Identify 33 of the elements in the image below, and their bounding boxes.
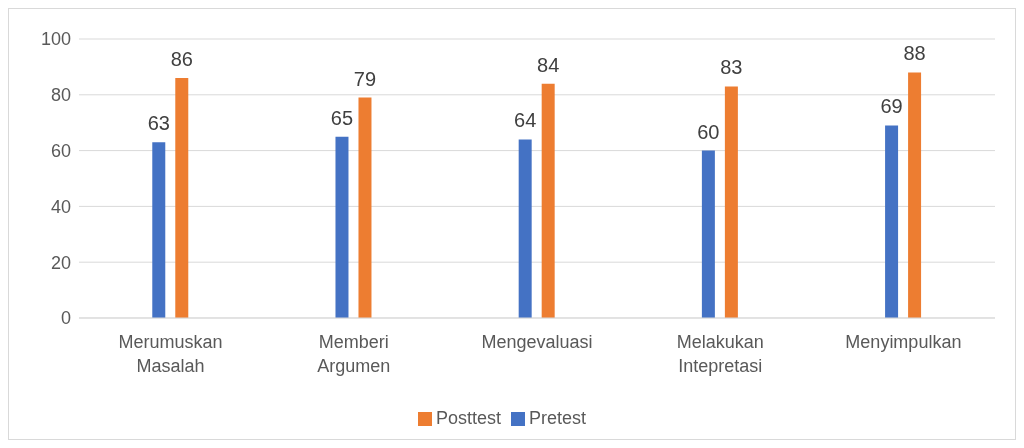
legend-label: Posttest xyxy=(435,408,501,428)
y-tick-label: 40 xyxy=(50,196,71,217)
x-tick-label: Memberi Argumen xyxy=(317,332,391,376)
data-label: 86 xyxy=(170,48,193,71)
data-label: 83 xyxy=(720,56,743,79)
data-label: 63 xyxy=(147,112,170,135)
data-label: 65 xyxy=(330,106,354,129)
x-tick-label: Melakukan Intepretasi xyxy=(676,332,764,376)
y-tick-label: 80 xyxy=(50,85,71,106)
bar xyxy=(152,142,166,318)
bar xyxy=(701,150,715,318)
x-tick-label: Menyimpulkan xyxy=(845,332,962,352)
x-tick-label: Mengevaluasi xyxy=(481,332,593,352)
bar xyxy=(724,86,738,318)
data-label: 84 xyxy=(537,53,560,76)
data-label: 69 xyxy=(880,95,903,118)
data-label: 64 xyxy=(514,109,537,132)
y-tick-label: 100 xyxy=(40,29,71,50)
y-tick-label: 0 xyxy=(60,308,71,329)
y-tick-label: 60 xyxy=(50,140,71,161)
data-label: 88 xyxy=(903,42,926,65)
bar xyxy=(885,125,899,318)
bar xyxy=(908,72,922,318)
bar xyxy=(541,83,555,318)
bar xyxy=(335,136,349,318)
bar xyxy=(175,78,189,318)
data-label: 60 xyxy=(697,120,720,143)
x-tick-label: Merumuskan Masalah xyxy=(118,332,223,376)
bar xyxy=(358,97,372,318)
data-label: 79 xyxy=(353,67,377,90)
bar xyxy=(518,139,532,318)
legend-label: Pretest xyxy=(529,408,587,428)
y-tick-label: 20 xyxy=(50,252,71,273)
